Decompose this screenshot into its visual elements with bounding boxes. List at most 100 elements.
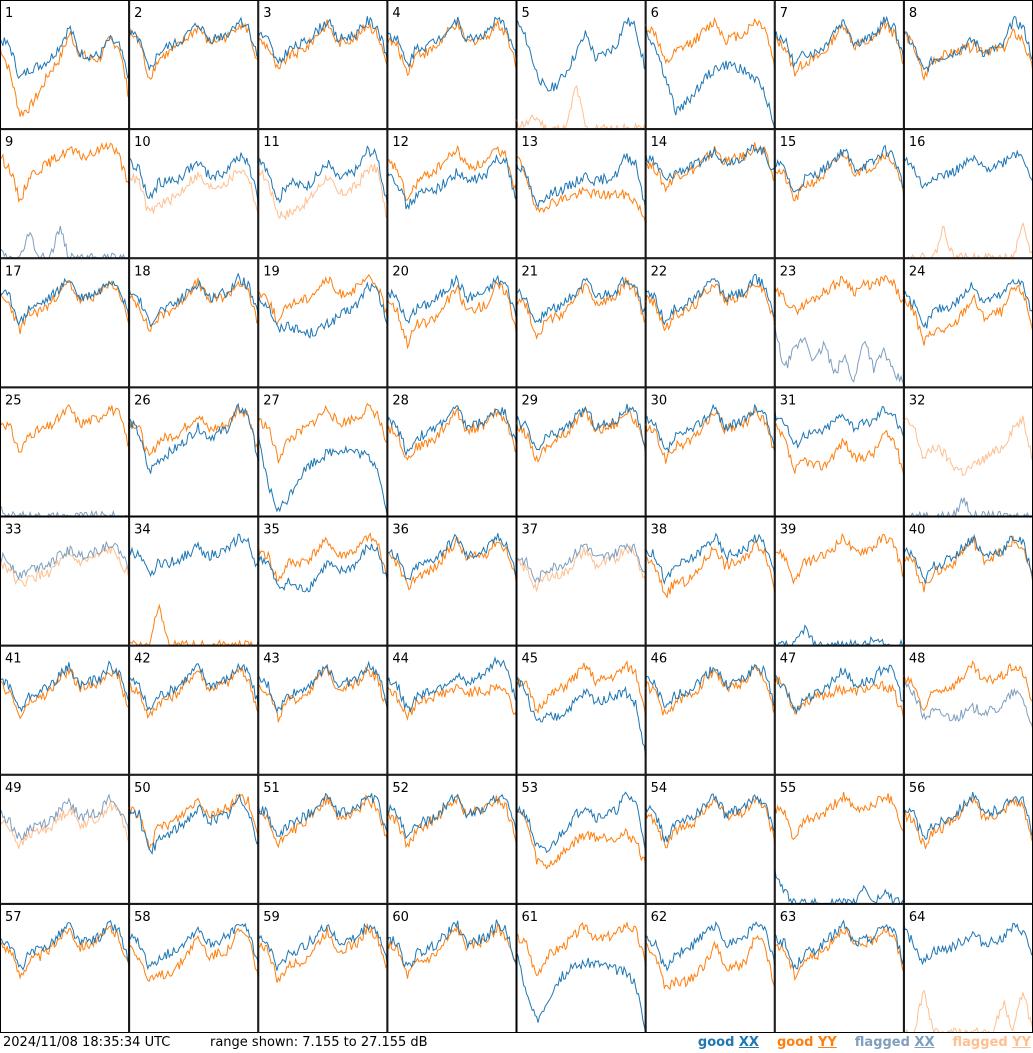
panel-label: 6	[651, 6, 659, 21]
panel-9-xx-line	[0, 225, 130, 260]
panel-51-frame	[258, 774, 388, 904]
panel-35-xx-line	[257, 543, 388, 593]
panel-11-yy-line	[257, 163, 388, 221]
panel-label: 7	[780, 6, 788, 21]
panel-30-yy-line	[645, 406, 776, 464]
panel-label: 40	[909, 523, 926, 538]
panel-48: 48	[903, 645, 1033, 775]
panel-58-frame	[129, 903, 259, 1033]
panel-label: 53	[522, 781, 539, 796]
panel-40-yy-line	[903, 535, 1033, 593]
panel-34-yy-line	[128, 603, 259, 647]
panel-7-xx-line	[774, 15, 905, 68]
panel-46-yy-line	[645, 664, 776, 716]
panel-25: 25	[0, 387, 130, 518]
panel-36-xx-line	[387, 533, 517, 581]
panel-label: 38	[651, 523, 668, 538]
panel-14-xx-line	[645, 144, 776, 181]
panel-label: 17	[5, 264, 22, 279]
panel-25-yy-line	[0, 404, 130, 453]
panel-62: 62	[645, 903, 776, 1033]
panel-5-yy-line	[516, 85, 647, 132]
panel-25-frame	[0, 387, 130, 517]
panel-43-frame	[258, 645, 388, 775]
panel-18-xx-line	[128, 272, 259, 328]
panel-52-frame	[387, 774, 517, 904]
panel-label: 11	[263, 135, 280, 150]
panel-53: 53	[516, 774, 647, 904]
panel-4-frame	[387, 0, 517, 130]
panel-20-yy-line	[386, 281, 517, 350]
panel-1: 1	[0, 0, 130, 130]
panel-label: 8	[909, 6, 917, 21]
panel-50-xx-line	[128, 793, 259, 855]
panel-7: 7	[774, 0, 905, 130]
panel-label: 26	[134, 393, 151, 408]
panel-62-yy-line	[645, 935, 776, 991]
panel-18-yy-line	[128, 277, 259, 332]
panel-60-yy-line	[386, 921, 517, 979]
panel-4: 4	[386, 0, 517, 130]
panel-42-frame	[129, 645, 259, 775]
panel-61-yy-line	[516, 920, 647, 976]
panel-5-xx-line	[516, 17, 646, 92]
panel-52: 52	[386, 774, 517, 904]
panel-label: 35	[263, 523, 280, 538]
legend-item: flagged YY	[953, 1035, 1032, 1050]
panel-23-frame	[774, 258, 904, 388]
panel-63-yy-line	[774, 925, 905, 982]
panel-label: 45	[522, 652, 539, 667]
panel-label: 28	[392, 393, 409, 408]
panel-label: 34	[134, 523, 151, 538]
panel-label: 27	[263, 393, 280, 408]
legend-item: flagged XX	[855, 1035, 935, 1050]
panel-7-frame	[774, 0, 904, 130]
panel-41-frame	[0, 645, 130, 775]
panel-8: 8	[903, 0, 1033, 130]
panel-55: 55	[774, 774, 905, 906]
panel-12-yy-line	[387, 145, 517, 201]
panel-label: 23	[780, 264, 797, 279]
panel-59-yy-line	[257, 923, 388, 983]
panel-label: 61	[522, 910, 539, 925]
panel-45-frame	[516, 645, 646, 775]
panel-14-yy-line	[645, 142, 775, 193]
panel-11: 11	[257, 129, 388, 259]
panel-label: 43	[263, 652, 280, 667]
panel-24-yy-line	[903, 284, 1033, 346]
panel-32: 32	[903, 387, 1033, 518]
panel-33-xx-line	[0, 541, 130, 581]
panel-54: 54	[645, 774, 776, 904]
panel-label: 56	[909, 781, 926, 796]
panel-label: 20	[392, 264, 409, 279]
panel-17-frame	[0, 258, 130, 388]
panel-46-frame	[645, 645, 775, 775]
panel-label: 15	[780, 135, 797, 150]
panel-60-xx-line	[386, 919, 517, 969]
panel-46: 46	[645, 645, 776, 775]
panel-4-yy-line	[386, 19, 517, 77]
panel-24: 24	[903, 258, 1033, 388]
panel-22-xx-line	[645, 273, 776, 326]
panel-26-frame	[129, 387, 259, 517]
panel-15: 15	[774, 129, 905, 259]
panel-2-xx-line	[128, 16, 259, 72]
panel-label: 36	[392, 523, 409, 538]
panel-27: 27	[257, 387, 388, 517]
panel-47: 47	[774, 645, 905, 775]
panel-label: 39	[780, 523, 797, 538]
panel-label: 44	[392, 652, 409, 667]
panel-59-xx-line	[257, 922, 388, 971]
panel-22-yy-line	[645, 282, 776, 332]
panel-50: 50	[128, 774, 259, 904]
panel-48-xx-line	[903, 681, 1033, 730]
panel-38-xx-line	[645, 532, 776, 585]
panel-16: 16	[903, 129, 1033, 261]
panel-29: 29	[516, 387, 647, 517]
panel-26-xx-line	[128, 402, 259, 474]
panel-label: 5	[522, 6, 530, 21]
panel-19: 19	[257, 258, 388, 388]
panel-12: 12	[386, 129, 517, 259]
panel-43-xx-line	[257, 660, 388, 714]
